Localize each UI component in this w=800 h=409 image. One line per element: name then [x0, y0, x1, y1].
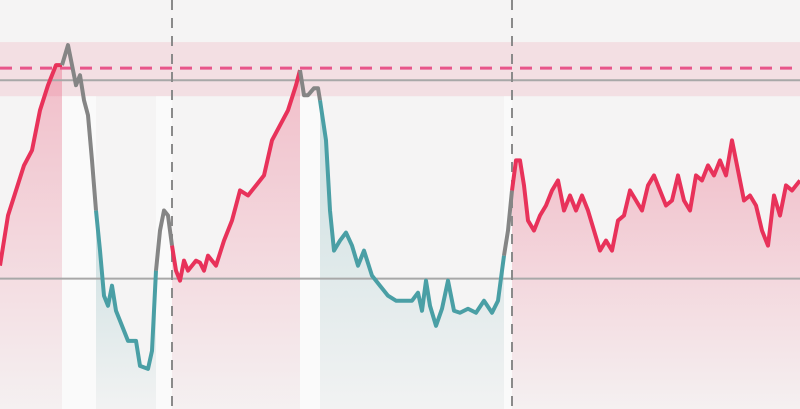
- area-fills: [0, 65, 800, 409]
- neutral-regime-line: [60, 43, 98, 211]
- up-regime-area: [0, 65, 62, 409]
- neutral-regime-line: [502, 190, 514, 256]
- neutral-regime-line: [298, 69, 322, 101]
- series-lines: [0, 43, 800, 371]
- neutral-regime-column: [300, 96, 320, 409]
- up-regime-area: [512, 140, 800, 409]
- neutral-regime-column: [504, 96, 512, 409]
- up-regime-area: [172, 70, 300, 409]
- down-regime-line: [318, 99, 506, 328]
- up-regime-line: [510, 138, 800, 253]
- down-regime-area: [96, 210, 156, 409]
- up-regime-line: [0, 63, 62, 266]
- neutral-regime-column: [156, 96, 172, 409]
- up-regime-line: [170, 69, 302, 283]
- down-regime-line: [94, 210, 158, 371]
- down-regime-area: [320, 100, 504, 409]
- neutral-regime-line: [154, 208, 174, 271]
